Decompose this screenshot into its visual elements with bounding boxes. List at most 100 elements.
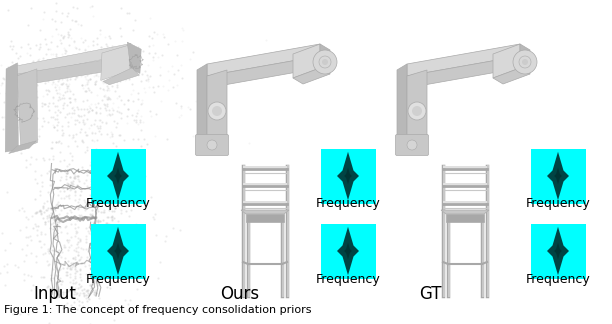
Point xyxy=(132,114,141,119)
Point xyxy=(59,215,69,221)
Point xyxy=(101,237,111,242)
Point xyxy=(2,190,12,195)
Point xyxy=(66,179,76,185)
Point xyxy=(116,98,126,103)
Point xyxy=(81,239,91,245)
Point xyxy=(109,60,119,65)
Point xyxy=(112,65,122,70)
Point xyxy=(57,96,67,101)
Point xyxy=(65,195,75,201)
Point xyxy=(20,110,29,116)
Point xyxy=(65,265,75,270)
Point xyxy=(48,140,58,145)
Point xyxy=(23,41,33,47)
Point xyxy=(105,33,114,39)
Point xyxy=(80,75,90,80)
Point xyxy=(57,123,67,128)
Point xyxy=(100,87,110,92)
Point xyxy=(122,10,132,15)
Point xyxy=(54,84,64,89)
Point xyxy=(42,284,52,290)
Point xyxy=(127,238,137,243)
Point xyxy=(32,232,42,237)
Point xyxy=(118,193,127,199)
Point xyxy=(70,280,80,285)
Point xyxy=(59,95,69,100)
Polygon shape xyxy=(397,64,407,154)
Point xyxy=(90,117,100,122)
Point xyxy=(26,154,36,159)
Point xyxy=(39,157,49,163)
Point xyxy=(50,205,59,210)
Point xyxy=(72,218,82,223)
Point xyxy=(98,78,108,84)
Polygon shape xyxy=(9,141,36,154)
Point xyxy=(81,169,91,174)
Point xyxy=(72,173,82,179)
Point xyxy=(48,217,58,222)
Point xyxy=(103,88,113,93)
Point xyxy=(64,192,73,198)
Point xyxy=(130,195,140,200)
Point xyxy=(73,173,83,179)
Point xyxy=(86,262,95,268)
Point xyxy=(59,244,69,249)
Point xyxy=(92,36,102,41)
Point xyxy=(124,214,134,219)
Point xyxy=(104,95,114,100)
Point xyxy=(100,196,110,202)
Point xyxy=(71,46,81,51)
Point xyxy=(116,207,126,213)
Point xyxy=(94,56,104,62)
Point xyxy=(47,222,56,227)
Point xyxy=(60,225,70,230)
Point xyxy=(26,274,36,279)
Point xyxy=(76,189,86,194)
Point xyxy=(42,199,52,204)
Point xyxy=(84,225,94,230)
Point xyxy=(74,293,84,298)
Point xyxy=(44,100,54,106)
Point xyxy=(113,227,122,233)
Point xyxy=(6,69,15,74)
Point xyxy=(75,53,85,58)
Point xyxy=(143,78,152,84)
Point xyxy=(64,133,74,138)
Point xyxy=(112,120,122,125)
Point xyxy=(71,261,81,266)
Point xyxy=(97,241,106,246)
Point xyxy=(73,178,83,183)
Point xyxy=(83,290,92,295)
Point xyxy=(70,234,80,239)
Point xyxy=(102,120,111,125)
Point xyxy=(73,176,83,181)
Point xyxy=(68,281,78,286)
Point xyxy=(70,77,80,82)
Point xyxy=(144,43,154,48)
Point xyxy=(48,95,58,100)
Point xyxy=(95,117,105,122)
Point xyxy=(21,97,31,102)
Point xyxy=(116,78,125,83)
Point xyxy=(136,144,146,149)
Point xyxy=(101,94,111,99)
Point xyxy=(62,270,72,275)
Point xyxy=(65,55,75,61)
Point xyxy=(204,75,214,80)
Point xyxy=(59,196,69,201)
Point xyxy=(50,214,60,220)
Point xyxy=(108,76,118,82)
Point xyxy=(133,44,143,49)
Point xyxy=(42,208,52,213)
Point xyxy=(61,81,71,87)
Point xyxy=(8,76,18,82)
Point xyxy=(79,260,89,266)
Point xyxy=(94,126,103,131)
Point xyxy=(83,86,92,91)
Point xyxy=(21,215,31,220)
Point xyxy=(53,128,62,133)
Point xyxy=(66,284,76,289)
Point xyxy=(68,133,78,138)
Point xyxy=(51,75,61,80)
Point xyxy=(9,126,18,131)
